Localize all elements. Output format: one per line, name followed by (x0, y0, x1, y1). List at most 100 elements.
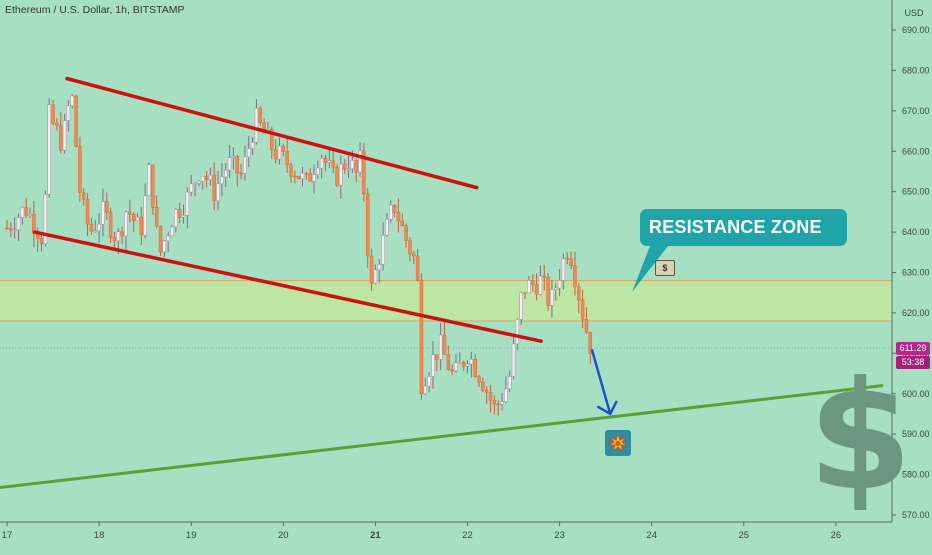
trendline-support (0, 384, 884, 490)
candle-up (504, 388, 508, 402)
candle-down (55, 122, 59, 126)
candle-down (484, 390, 489, 393)
candle-down (354, 160, 358, 173)
candle-down (82, 192, 86, 200)
candle-down (270, 129, 274, 151)
x-tick-label: 26 (831, 530, 842, 541)
candle-down (112, 237, 117, 242)
candle-down (204, 175, 209, 180)
candle-up (143, 195, 147, 236)
candle-up (62, 120, 67, 151)
candle-down (396, 212, 401, 222)
candle-up (227, 157, 232, 171)
y-tick-label: 690.00 (902, 25, 930, 35)
projection-arrow (590, 348, 612, 415)
candle-down (177, 209, 182, 218)
candle-down (577, 286, 581, 301)
candle-down (128, 211, 132, 215)
candle-down (569, 258, 573, 266)
candle-down (542, 275, 546, 278)
candle-down (58, 125, 63, 151)
y-tick-label: 630.00 (902, 268, 930, 278)
price-axis-currency: USD (904, 8, 924, 18)
candle-down (285, 151, 289, 165)
candle-up (454, 362, 458, 372)
candle-up (101, 201, 105, 225)
candle-up (66, 105, 71, 121)
x-tick-label: 20 (278, 530, 289, 541)
candle-down (158, 225, 163, 253)
candle-down (131, 214, 136, 221)
candle-down (450, 369, 454, 372)
candle-up (254, 108, 259, 143)
candle-up (507, 376, 512, 390)
y-tick-label: 590.00 (902, 429, 930, 439)
candle-down (308, 173, 312, 182)
candle-up (47, 104, 51, 195)
candle-up (116, 231, 121, 242)
y-tick-label: 580.00 (902, 470, 930, 480)
y-tick-label: 620.00 (902, 308, 930, 318)
candle-down (151, 164, 155, 208)
candle-up (43, 193, 48, 244)
candle-down (281, 145, 286, 152)
collision-icon (605, 430, 631, 456)
candle-up (16, 217, 21, 231)
candle-up (300, 172, 305, 179)
candle-up (438, 334, 443, 360)
trendline-channel-top (65, 76, 479, 190)
candle-up (339, 163, 343, 186)
x-tick-label: 18 (94, 530, 105, 541)
candle-up (231, 155, 236, 159)
x-tick-label: 21 (370, 530, 381, 541)
x-tick-label: 22 (462, 530, 473, 541)
candle-down (584, 318, 589, 333)
candle-up (220, 176, 224, 185)
candle-up (124, 211, 128, 237)
candle-up (166, 235, 170, 242)
y-tick-label: 680.00 (902, 65, 930, 75)
candle-up (550, 289, 554, 306)
candle-up (527, 280, 531, 294)
candle-up (431, 354, 435, 377)
candle-down (565, 258, 570, 260)
candle-down (108, 211, 113, 238)
candle-up (557, 280, 562, 289)
candle-down (496, 403, 500, 406)
candle-down (289, 164, 293, 177)
candle-down (473, 359, 477, 378)
x-tick-label: 23 (554, 530, 565, 541)
candle-down (446, 354, 451, 370)
candle-up (181, 215, 186, 218)
candle-up (511, 343, 516, 377)
candle-up (327, 160, 332, 163)
y-tick-label: 670.00 (902, 106, 930, 116)
candle-down (461, 362, 466, 367)
candle-up (500, 401, 504, 405)
candle-down (404, 225, 408, 241)
chart-title: Ethereum / U.S. Dollar, 1h, BITSTAMP (5, 4, 185, 16)
projection-arrow-head (597, 400, 618, 416)
candle-down (435, 354, 439, 360)
candle-up (423, 385, 428, 394)
candle-down (530, 280, 535, 285)
resistance-zone-callout: RESISTANCE ZONE $ (640, 209, 847, 276)
candle-down (481, 381, 485, 391)
candle-down (154, 206, 159, 227)
candle-down (492, 399, 497, 405)
candle-down (105, 201, 109, 213)
candle-down (304, 172, 309, 175)
candle-down (239, 172, 243, 175)
candle-up (162, 240, 167, 253)
candle-down (89, 223, 94, 232)
candle-up (554, 287, 558, 290)
last-price-tag: 611.29 (896, 342, 930, 356)
y-tick-label: 640.00 (902, 227, 930, 237)
candle-up (189, 183, 193, 193)
candle-up (12, 229, 17, 232)
candle-down (412, 253, 416, 257)
candle-up (223, 169, 228, 178)
candle-down (419, 279, 424, 394)
candle-up (381, 235, 385, 265)
